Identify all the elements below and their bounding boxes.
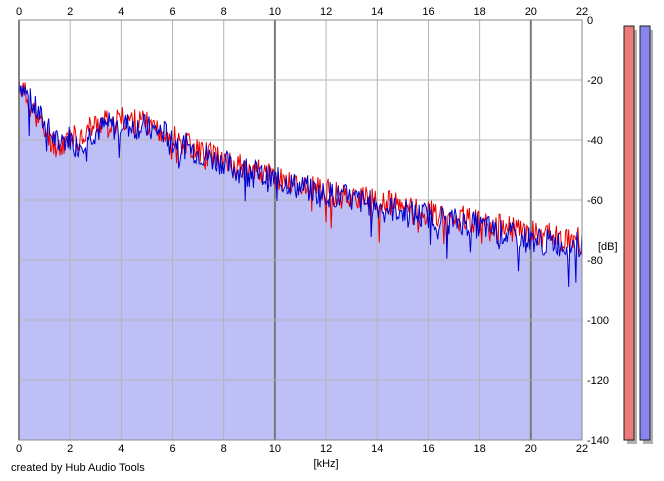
left-level-meter xyxy=(623,25,635,441)
y-axis-right-ticks: 0 -20 -40 -60 -80 -100 -120 -140 xyxy=(587,15,609,447)
chart-series xyxy=(18,78,583,287)
x-tick-label-bottom: 22 xyxy=(576,443,588,455)
credit-text: created by Hub Audio Tools xyxy=(11,462,145,474)
x-axis-label: [kHz] xyxy=(314,458,339,470)
y-tick-label: -120 xyxy=(587,375,609,387)
x-tick-label-top: 22 xyxy=(576,6,588,18)
y-tick-label: -100 xyxy=(587,315,609,327)
x-tick-label-top: 14 xyxy=(371,6,383,18)
x-tick-label-bottom: 20 xyxy=(525,443,537,455)
x-tick-label-bottom: 6 xyxy=(169,443,175,455)
y-tick-label: -140 xyxy=(587,435,609,447)
x-tick-label-bottom: 14 xyxy=(371,443,383,455)
x-tick-label-top: 8 xyxy=(221,6,227,18)
x-tick-label-top: 20 xyxy=(525,6,537,18)
right-level-meter xyxy=(639,25,651,441)
x-tick-label-bottom: 0 xyxy=(16,443,22,455)
x-axis-bottom-ticks: 0 2 4 6 8 10 12 14 16 18 20 22 xyxy=(16,443,588,455)
level-meters xyxy=(623,25,653,444)
y-axis-label: [dB] xyxy=(598,241,618,253)
x-tick-label-top: 16 xyxy=(422,6,434,18)
x-tick-label-bottom: 12 xyxy=(320,443,332,455)
x-tick-label-top: 2 xyxy=(67,6,73,18)
x-tick-label-top: 0 xyxy=(16,6,22,18)
x-tick-label-top: 10 xyxy=(269,6,281,18)
plot-border xyxy=(18,19,583,441)
x-axis-top-ticks: 0 2 4 6 8 10 12 14 16 18 20 22 xyxy=(16,6,588,18)
x-tick-label-bottom: 2 xyxy=(67,443,73,455)
y-tick-label: -20 xyxy=(587,75,603,87)
x-tick-label-top: 12 xyxy=(320,6,332,18)
y-tick-label: -40 xyxy=(587,135,603,147)
x-tick-label-top: 18 xyxy=(474,6,486,18)
x-tick-label-bottom: 18 xyxy=(474,443,486,455)
x-tick-label-bottom: 8 xyxy=(221,443,227,455)
y-tick-label: 0 xyxy=(587,15,593,27)
x-tick-label-top: 4 xyxy=(118,6,124,18)
x-tick-label-bottom: 16 xyxy=(422,443,434,455)
x-tick-label-top: 6 xyxy=(169,6,175,18)
right-channel-line xyxy=(18,80,583,287)
y-tick-label: -80 xyxy=(587,255,603,267)
x-tick-label-bottom: 10 xyxy=(269,443,281,455)
x-tick-label-bottom: 4 xyxy=(118,443,124,455)
y-tick-label: -60 xyxy=(587,195,603,207)
